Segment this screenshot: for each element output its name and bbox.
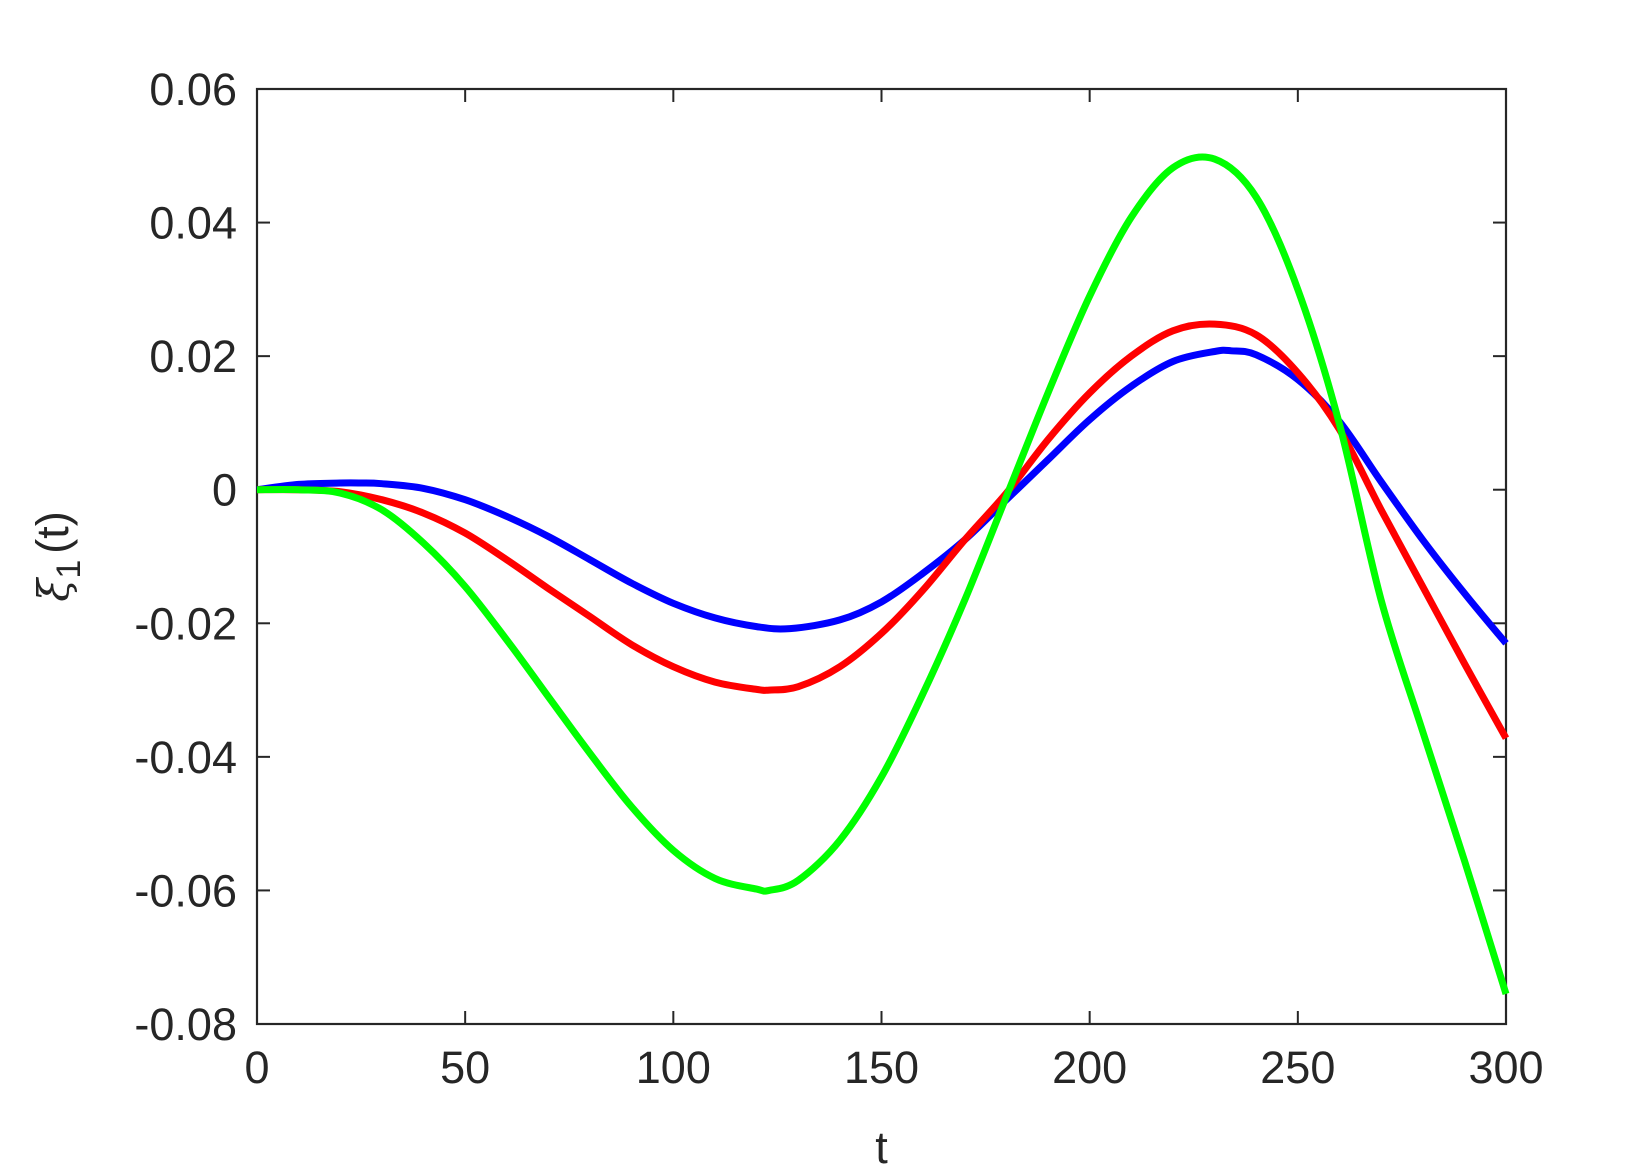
- x-tick-label: 0: [244, 1042, 269, 1093]
- x-axis-title: t: [875, 1122, 888, 1173]
- y-tick-label: 0.06: [149, 64, 237, 115]
- y-tick-label: 0.02: [149, 331, 237, 382]
- y-tick-label: 0.04: [149, 198, 237, 249]
- y-tick-label: -0.08: [134, 999, 237, 1050]
- series-line-1: [256, 346, 1509, 646]
- y-axis-title: ξ1 (t): [27, 511, 88, 602]
- series-line-3: [256, 153, 1510, 995]
- y-tick-label: -0.02: [134, 598, 237, 649]
- plot-area: [255, 87, 1508, 1026]
- x-tick-label: 100: [636, 1042, 711, 1093]
- y-axis-title-subscript: 1: [50, 560, 88, 579]
- y-axis-ticks: -0.08 -0.06 -0.04 -0.02 0 0.02 0.04 0.06: [134, 64, 1506, 1050]
- x-tick-label: 50: [440, 1042, 490, 1093]
- series-lines: [256, 153, 1510, 995]
- y-axis-title-suffix: (t): [27, 511, 78, 553]
- y-tick-label: -0.06: [134, 865, 237, 916]
- svg-text:ξ1(t): ξ1 (t): [27, 511, 88, 602]
- series-line-2: [256, 320, 1510, 740]
- y-axis-title-symbol: ξ: [29, 577, 78, 602]
- plot-box: [255, 87, 1508, 1026]
- x-tick-label: 200: [1052, 1042, 1127, 1093]
- x-tick-label: 250: [1260, 1042, 1335, 1093]
- x-tick-label: 300: [1468, 1042, 1543, 1093]
- x-axis-ticks: 0 50 100 150 200 250 300: [244, 89, 1544, 1093]
- x-tick-label: 150: [844, 1042, 919, 1093]
- y-tick-label: 0: [212, 465, 237, 516]
- y-tick-label: -0.04: [134, 732, 237, 783]
